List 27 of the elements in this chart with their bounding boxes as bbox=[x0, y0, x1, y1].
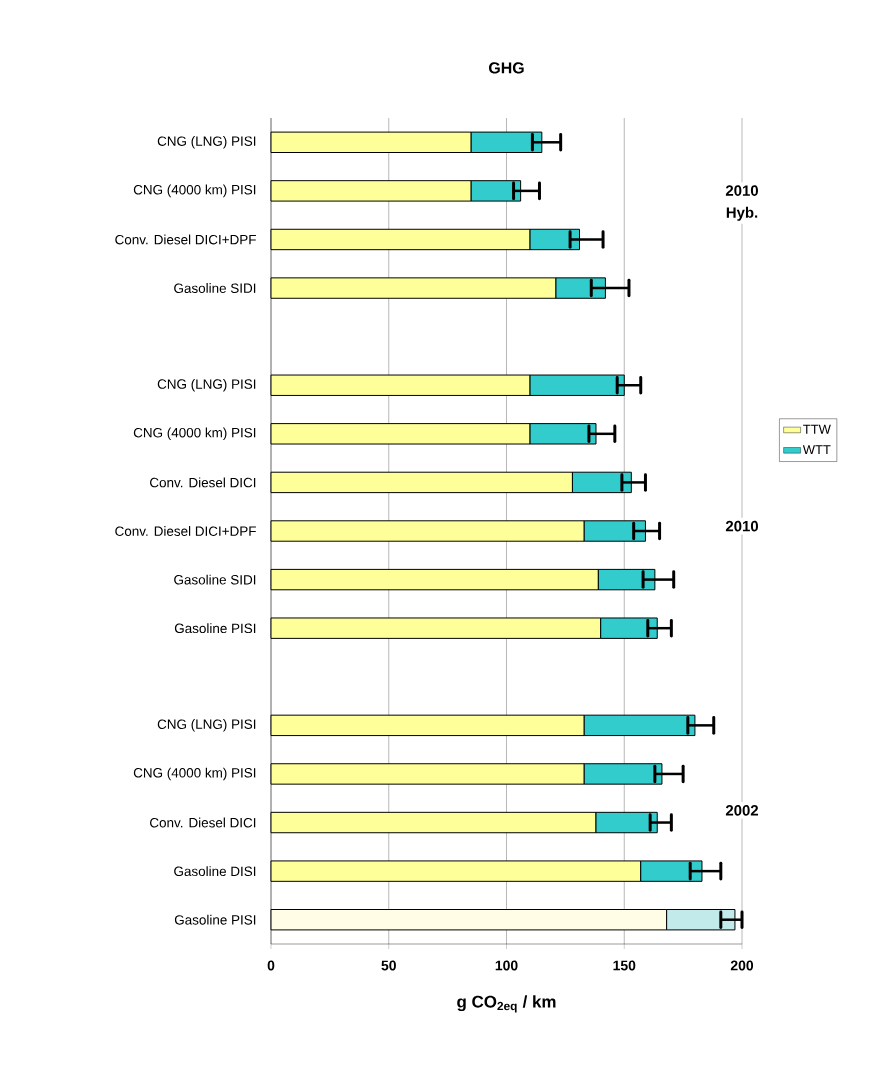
x-tick-label: 100 bbox=[495, 960, 518, 971]
y-tick-label: Gasoline PISI bbox=[174, 914, 256, 925]
y-tick-label: Conv. Diesel DICI bbox=[150, 817, 256, 828]
y-tick-label: Conv. Diesel DICI bbox=[150, 477, 256, 488]
legend-label: WTT bbox=[802, 445, 831, 455]
annotation: 2002 bbox=[725, 805, 759, 816]
y-tick-label: CNG (4000 km) PISI bbox=[133, 427, 256, 441]
y-tick-label: Conv. Diesel DICI+DPF bbox=[115, 526, 256, 536]
y-tick-label: CNG (4000 km) PISI bbox=[133, 184, 256, 198]
y-tick-label: Conv. Diesel DICI+DPF bbox=[115, 234, 256, 245]
y-tick-label: CNG (LNG) PISI bbox=[157, 378, 256, 392]
y-tick-label: Gasoline SIDI bbox=[174, 574, 256, 585]
x-tick-label: 200 bbox=[730, 960, 754, 971]
y-tick-label: CNG (LNG) PISI bbox=[157, 719, 256, 732]
y-tick-label: Gasoline PISI bbox=[174, 623, 256, 634]
legend-label: TTW bbox=[803, 424, 831, 434]
x-tick-label: 50 bbox=[381, 960, 396, 971]
y-tick-label: CNG (4000 km) PISI bbox=[133, 767, 256, 781]
x-tick-label: 0 bbox=[267, 960, 275, 971]
y-tick-label: CNG (LNG) PISI bbox=[157, 136, 256, 149]
x-axis-title: g CO$_{2eq}$ / km bbox=[457, 995, 556, 1013]
y-tick-label: Gasoline DISI bbox=[174, 866, 256, 877]
x-tick-label: 150 bbox=[613, 960, 636, 971]
annotation: 2010 Hyb. bbox=[725, 185, 758, 221]
annotation: 2010 bbox=[725, 520, 758, 532]
chart-title: GHG bbox=[489, 62, 524, 74]
y-tick-label: Gasoline SIDI bbox=[174, 283, 256, 293]
